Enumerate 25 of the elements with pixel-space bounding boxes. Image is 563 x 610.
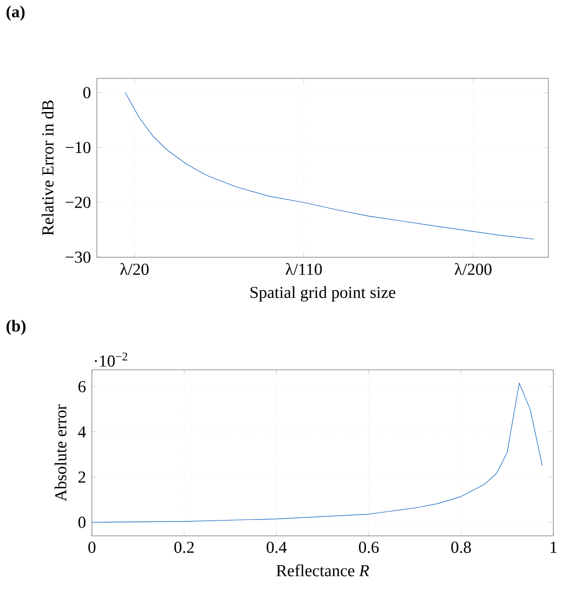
x-tick-label: 0.2 <box>174 542 194 554</box>
chart-title: (a) <box>6 6 25 21</box>
x-tick-label: 0.4 <box>266 542 287 554</box>
x-axis-title: Spatial grid point size <box>250 286 396 302</box>
y-tick-label: −30 <box>66 252 90 263</box>
x-tick-label: λ/200 <box>454 263 492 275</box>
x-tick-label: λ/110 <box>286 263 322 275</box>
y-tick-label: 6 <box>78 380 86 392</box>
x-tick-label: 1 <box>550 542 556 553</box>
y-axis-title: Absolute error <box>54 404 66 502</box>
x-tick-label: λ/20 <box>120 263 149 275</box>
y-tick-label: 2 <box>78 472 86 483</box>
y-tick-label: −10 <box>66 142 90 154</box>
y-tick-label: 0 <box>78 516 86 528</box>
x-tick-label: 0.6 <box>358 542 379 554</box>
chart-title: (b) <box>6 320 26 336</box>
y-axis-title: Relative Error in dB <box>42 100 54 236</box>
x-axis-title: Reflectance R <box>276 564 369 576</box>
text: ·10$^{−2}$ <box>94 352 128 367</box>
y-tick-label: 0 <box>83 86 90 98</box>
y-tick-label: −20 <box>66 196 90 208</box>
line-series <box>92 382 543 523</box>
line-series <box>124 92 534 240</box>
x-tick-label: 0.8 <box>451 542 471 554</box>
y-tick-label: 4 <box>78 426 86 438</box>
